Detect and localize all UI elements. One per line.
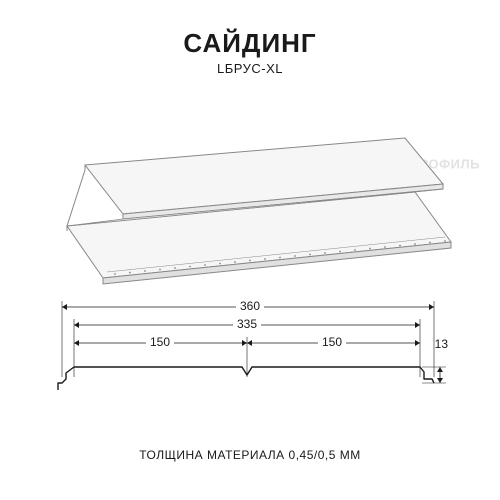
header: САЙДИНГ LБРУС-XL: [0, 0, 500, 76]
dim-13: 13: [422, 337, 448, 383]
dim-360: 360: [62, 298, 434, 377]
technical-drawing: 360 335 150 150 13: [52, 295, 448, 415]
profile-cross-section: [58, 367, 434, 390]
dim-13-label: 13: [435, 337, 448, 351]
dim-150-left-label: 150: [150, 335, 170, 349]
dim-335-label: 335: [237, 317, 257, 331]
dim-360-label: 360: [240, 299, 260, 313]
subtitle: LБРУС-XL: [0, 61, 500, 76]
title: САЙДИНГ: [0, 28, 500, 59]
dim-150-right-label: 150: [322, 335, 342, 349]
dim-150-left: 150: [74, 334, 247, 377]
dim-150-right: 150: [247, 334, 420, 349]
product-3d-illustration: [45, 130, 455, 300]
footer-text: ТОЛЩИНА МАТЕРИАЛА 0,45/0,5 ММ: [0, 448, 500, 462]
